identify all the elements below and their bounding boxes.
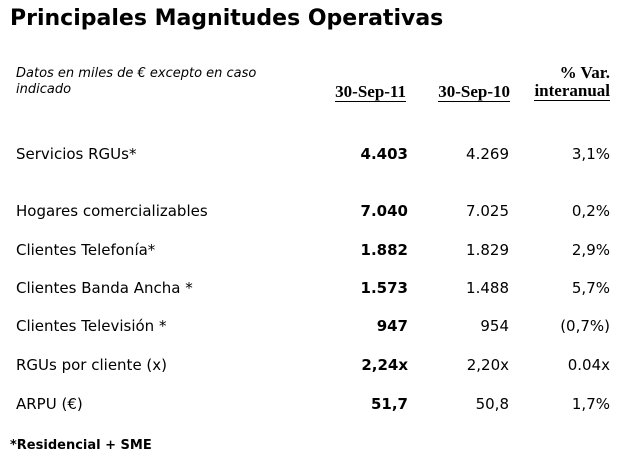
value-2011: 947 (376, 317, 408, 335)
value-2010: 1.829 (466, 241, 509, 259)
value-2010: 2,20x (466, 356, 509, 374)
page-title: Principales Magnitudes Operativas (10, 6, 444, 31)
value-var: (0,7%) (560, 317, 610, 335)
table-row: Hogares comercializables 7.040 7.025 0,2… (0, 201, 630, 221)
value-var: 5,7% (571, 279, 610, 297)
value-2011: 1.882 (360, 241, 408, 259)
value-2010: 1.488 (466, 279, 509, 297)
column-header-30-sep-11: 30-Sep-11 (335, 82, 406, 102)
value-var: 2,9% (571, 241, 610, 259)
column-header-var-interanual: % Var. interanual (534, 63, 610, 101)
value-var: 1,7% (571, 395, 610, 413)
table-row: Servicios RGUs* 4.403 4.269 3,1% (0, 144, 630, 164)
column-header-label-line2: interanual (534, 81, 610, 101)
value-2011: 2,24x (361, 356, 408, 374)
column-header-label-line1: % Var. (559, 63, 610, 82)
value-2010: 4.269 (466, 145, 509, 163)
value-2010: 954 (480, 317, 509, 335)
row-label: RGUs por cliente (x) (16, 356, 168, 374)
table-row: Clientes Banda Ancha * 1.573 1.488 5,7% (0, 278, 630, 298)
table-row: ARPU (€) 51,7 50,8 1,7% (0, 394, 630, 414)
value-2011: 51,7 (370, 395, 408, 413)
value-2010: 50,8 (475, 395, 509, 413)
row-label: ARPU (€) (16, 395, 83, 413)
value-2011: 1.573 (360, 279, 408, 297)
value-2011: 7.040 (360, 202, 408, 220)
value-2010: 7.025 (466, 202, 509, 220)
value-var: 0.04x (567, 356, 610, 374)
footnote: *Residencial + SME (10, 438, 152, 453)
value-var: 0,2% (571, 202, 610, 220)
row-label: Clientes Telefonía* (16, 241, 156, 259)
column-header-label: 30-Sep-11 (335, 82, 406, 102)
row-label: Clientes Banda Ancha * (16, 279, 193, 297)
row-label: Servicios RGUs* (16, 145, 137, 163)
value-var: 3,1% (571, 145, 610, 163)
row-label: Hogares comercializables (16, 202, 208, 220)
table-row: Clientes Televisión * 947 954 (0,7%) (0, 316, 630, 336)
column-header-label: 30-Sep-10 (438, 82, 510, 102)
value-2011: 4.403 (360, 145, 408, 163)
table-row: Clientes Telefonía* 1.882 1.829 2,9% (0, 240, 630, 260)
table-row: RGUs por cliente (x) 2,24x 2,20x 0.04x (0, 355, 630, 375)
column-header-30-sep-10: 30-Sep-10 (438, 82, 510, 102)
table-subtitle: Datos en miles de € excepto en caso indi… (16, 66, 257, 97)
row-label: Clientes Televisión * (16, 317, 167, 335)
